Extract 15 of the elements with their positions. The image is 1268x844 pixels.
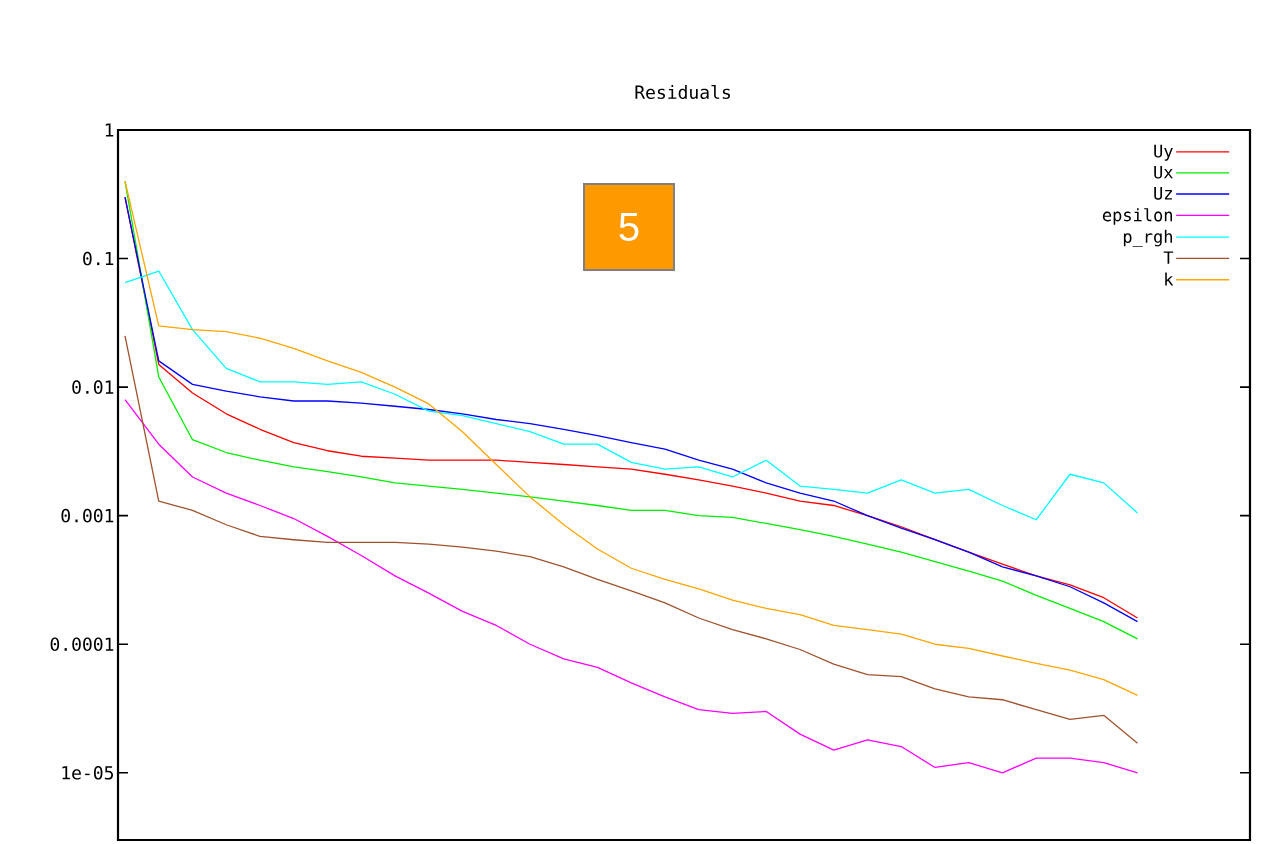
y-tick-label: 1e-05 <box>62 765 114 780</box>
legend-label: Uy <box>1154 144 1173 161</box>
y-tick-label: 1 <box>105 123 114 137</box>
y-tick-label: 0.1 <box>83 251 114 266</box>
y-tick-label: 0.01 <box>72 380 114 394</box>
legend-label: Ux <box>1154 165 1173 179</box>
legend-label: k <box>1165 272 1174 286</box>
legend-label: p_rgh <box>1123 229 1172 247</box>
legend-label: T <box>1163 251 1174 264</box>
chart-title: Residuals <box>635 84 730 99</box>
y-tick-label: 0.0001 <box>50 637 114 652</box>
y-tick-label: 0.001 <box>61 508 114 523</box>
annotation: 5 <box>619 213 639 241</box>
legend-label: Uz <box>1154 187 1172 200</box>
legend-label: epsilon <box>1102 208 1172 225</box>
